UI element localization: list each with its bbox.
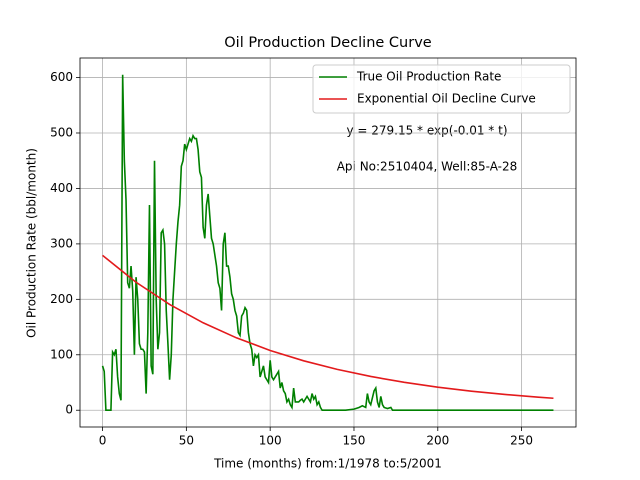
x-tick-label: 150 (343, 434, 366, 448)
legend-label: Exponential Oil Decline Curve (357, 92, 536, 106)
x-tick-label: 200 (426, 434, 449, 448)
y-tick-label: 300 (50, 236, 73, 250)
annotation: y = 279.15 * exp(-0.01 * t) (346, 124, 507, 138)
chart-title: Oil Production Decline Curve (224, 35, 432, 51)
y-tick-label: 200 (50, 292, 73, 306)
x-tick-label: 100 (259, 434, 282, 448)
y-tick-label: 600 (50, 70, 73, 84)
x-tick-label: 250 (510, 434, 533, 448)
x-tick-label: 0 (99, 434, 107, 448)
data-line (101, 74, 554, 412)
x-tick-label: 50 (179, 434, 194, 448)
y-tick-label: 100 (50, 347, 73, 361)
legend-box (312, 64, 571, 114)
annotation: Api No:2510404, Well:85-A-28 (337, 160, 518, 174)
legend-label: True Oil Production Rate (356, 70, 501, 84)
y-tick-label: 500 (50, 125, 73, 139)
y-tick-label: 0 (65, 403, 73, 417)
x-axis-label: Time (months) from:1/1978 to:5/2001 (213, 457, 442, 471)
data-line (102, 254, 554, 400)
y-axis-label: Oil Production Rate (bbl/month) (25, 148, 39, 338)
plot-frame (79, 57, 577, 428)
y-tick-label: 400 (50, 181, 73, 195)
